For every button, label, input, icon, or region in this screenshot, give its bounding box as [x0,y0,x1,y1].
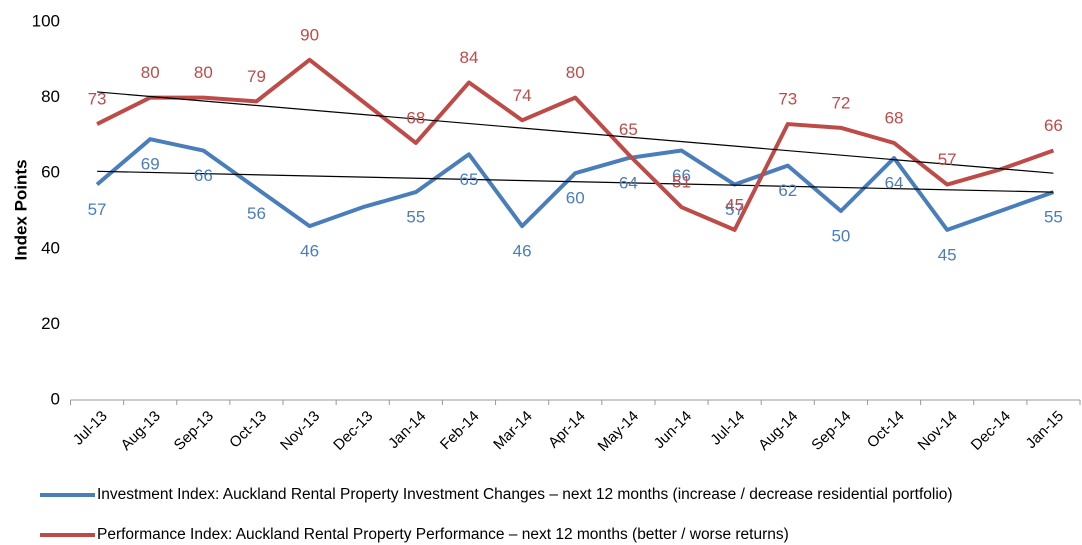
data-label: 68 [885,108,904,127]
data-label: 45 [938,245,957,264]
x-tick-label: Jan-15 [1023,408,1067,452]
series-line [96,57,1055,232]
x-tick-label: Jan-14 [385,408,429,452]
data-label: 66 [194,166,213,185]
data-label: 69 [141,155,160,174]
data-label: 56 [247,204,266,223]
x-tick-label: Aug-13 [118,408,164,454]
x-tick-label: Jun-14 [651,408,695,452]
data-label: 65 [460,170,479,189]
data-label: 65 [619,120,638,139]
x-tick-label: May-14 [595,408,642,455]
data-label: 57 [938,150,957,169]
legend-label: Performance Index: Auckland Rental Prope… [97,526,789,543]
data-label: 80 [194,63,213,82]
data-label: 66 [672,166,691,185]
data-label: 60 [566,189,585,208]
series-line [95,137,1055,232]
x-tick-label: Nov-14 [915,408,961,454]
data-label: 80 [566,63,585,82]
data-label: 79 [247,67,266,86]
data-label: 46 [300,242,319,261]
data-label: 45 [725,195,744,214]
y-tick-label: 0 [51,389,60,408]
data-label: 80 [141,63,160,82]
data-label: 90 [300,25,319,44]
x-tick-label: Feb-14 [437,408,483,454]
data-label: 72 [831,93,850,112]
data-label: 57 [88,200,107,219]
x-tick-label: Oct-13 [226,408,270,452]
x-tick-label: Nov-13 [277,408,323,454]
x-tick-label: Sep-13 [171,408,217,454]
y-tick-label: 20 [41,314,60,333]
x-tick-label: Mar-14 [490,408,536,454]
x-tick-label: Aug-14 [755,408,801,454]
data-label: 50 [831,226,850,245]
legend-label: Investment Index: Auckland Rental Proper… [97,486,953,503]
x-tick-label: Jul-13 [70,408,111,449]
data-label: 62 [778,181,797,200]
trend-line [97,91,1054,174]
y-tick-label: 60 [41,163,60,182]
data-label: 57 [725,200,744,219]
x-tick-label: Sep-14 [808,408,854,454]
x-tick-label: Apr-14 [545,408,589,452]
data-label: 46 [513,242,532,261]
data-label: 55 [1044,208,1063,227]
y-tick-label: 40 [41,238,60,257]
y-tick-label: 80 [41,87,60,106]
data-label: 84 [460,48,479,67]
x-tick-label: Dec-13 [330,408,376,454]
data-label: 64 [885,174,904,193]
x-tick-label: Dec-14 [968,408,1014,454]
y-axis-title: Index Points [11,159,30,260]
data-label: 55 [406,208,425,227]
data-label: 51 [672,173,691,192]
data-label: 73 [778,90,797,109]
data-label: 74 [513,86,532,105]
data-label: 64 [619,174,638,193]
trend-line [97,170,1054,193]
x-tick-label: Jul-14 [707,408,748,449]
data-label: 68 [406,108,425,127]
data-label: 73 [88,90,107,109]
x-tick-label: Oct-14 [864,408,908,452]
y-tick-label: 100 [32,11,60,30]
data-label: 66 [1044,116,1063,135]
